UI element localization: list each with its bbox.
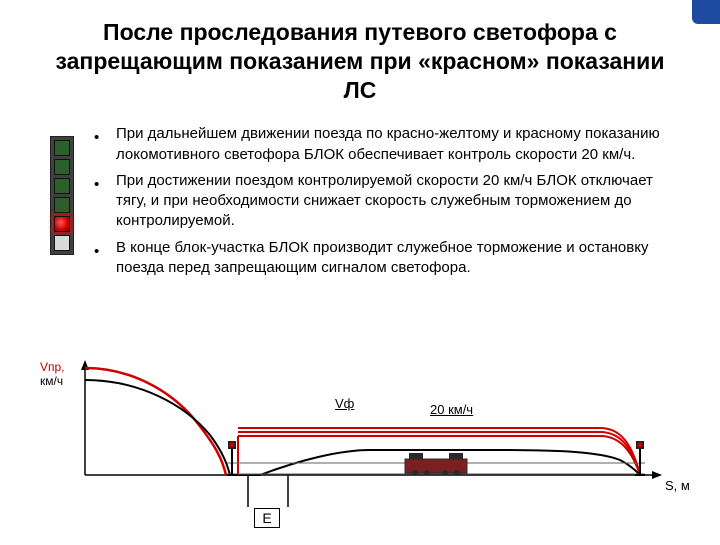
locomotive-signal	[50, 124, 74, 284]
speed-diagram: Vпр, км/ч Vф 20 км/ч S, м E	[0, 360, 720, 540]
red-lamp	[54, 216, 70, 232]
y-axis-label: Vпр, км/ч	[40, 360, 65, 389]
x-axis-label: S, м	[665, 478, 690, 493]
y-axis-vpr: Vпр,	[40, 360, 65, 374]
bullet-item: • При дальнейшем движении поезда по красн…	[94, 124, 680, 165]
bullet-item: •При достижении поездом контролируемой с…	[94, 171, 680, 232]
bullet-text: В конце блок-участка БЛОК производит слу…	[116, 238, 680, 279]
white-lamp	[54, 235, 70, 251]
corner-decoration	[692, 0, 720, 24]
y-axis-unit: км/ч	[40, 374, 63, 388]
speed-limit-label: 20 км/ч	[430, 402, 473, 417]
bullet-text: При достижении поездом контролируемой ск…	[116, 171, 680, 232]
green-lamp	[54, 197, 70, 213]
vphi-label: Vф	[335, 396, 354, 411]
green-lamp	[54, 140, 70, 156]
e-box: E	[254, 508, 280, 528]
green-lamp	[54, 178, 70, 194]
page-title: После проследования путевого светофора с…	[0, 0, 720, 116]
content-row: • При дальнейшем движении поезда по красн…	[0, 124, 720, 284]
bullet-item: • В конце блок-участка БЛОК производит сл…	[94, 238, 680, 279]
bullet-marker: •	[94, 171, 102, 232]
bullet-marker: •	[94, 124, 102, 165]
bullet-marker: •	[94, 238, 102, 279]
chart-svg	[0, 360, 720, 540]
signal-body	[50, 136, 74, 255]
bullet-list: • При дальнейшем движении поезда по красн…	[94, 124, 680, 284]
bullet-text: При дальнейшем движении поезда по красно…	[116, 124, 680, 165]
green-lamp	[54, 159, 70, 175]
